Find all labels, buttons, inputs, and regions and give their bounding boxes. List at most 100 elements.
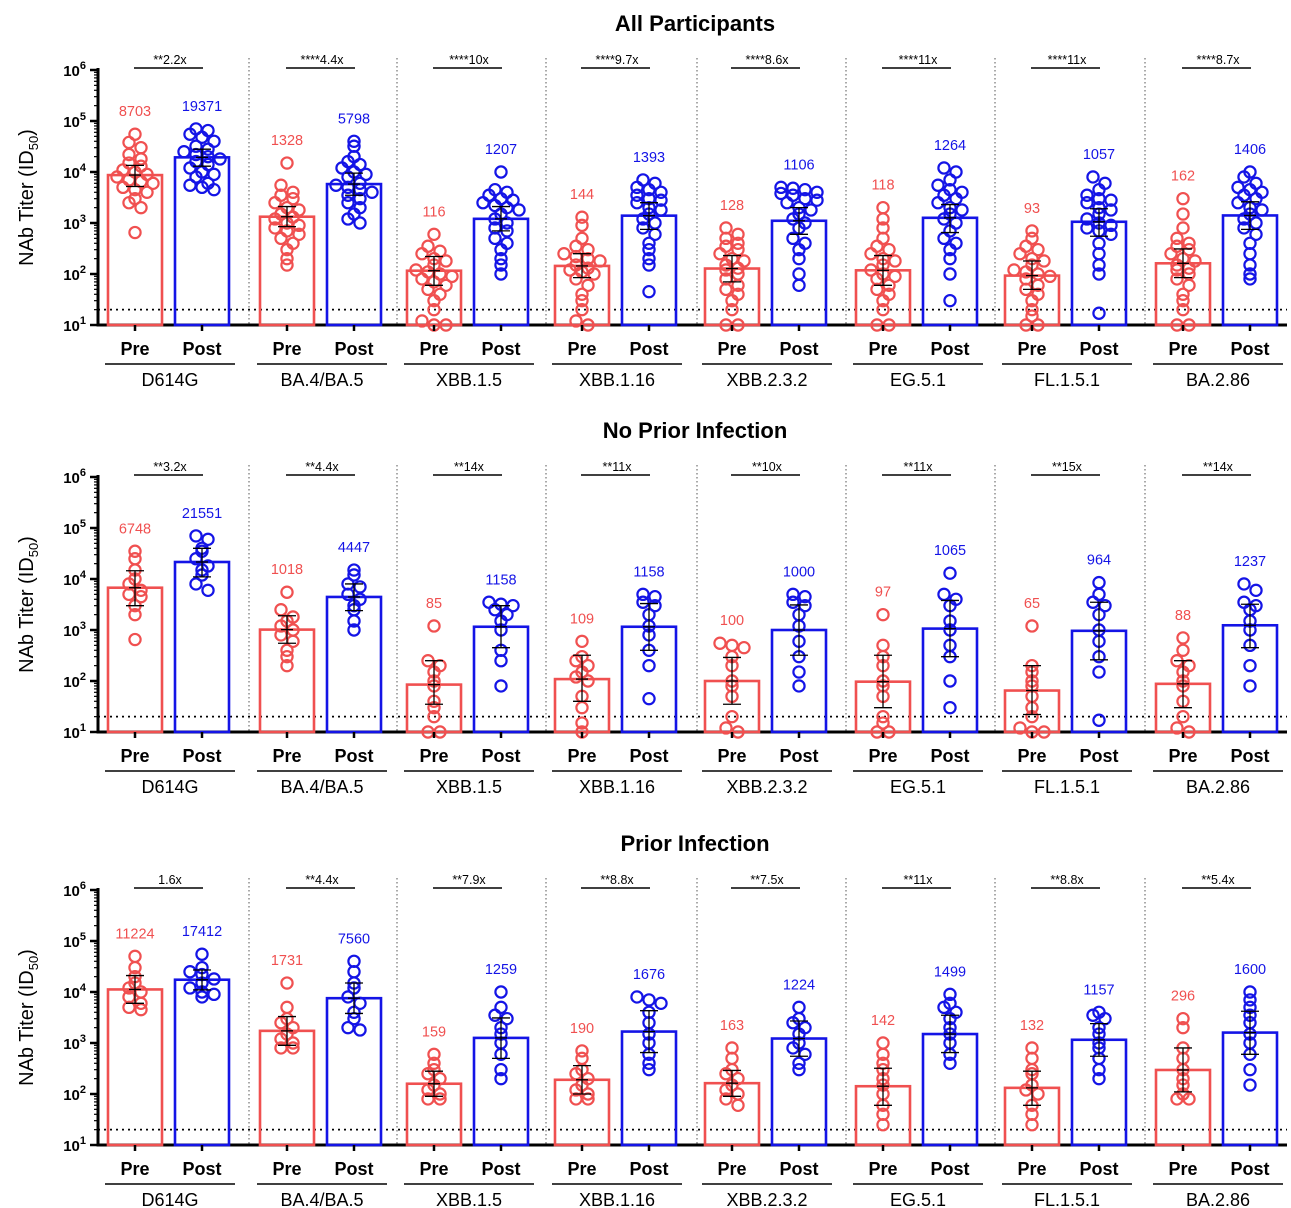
post-point [937,161,951,175]
post-point [183,965,197,979]
pre-point [575,1051,589,1066]
pre-point [1013,721,1027,735]
pre-point [280,649,294,664]
pre-x-label: Pre [567,1159,596,1179]
pre-point [274,603,288,617]
y-tick-label: 101 [63,315,86,335]
variant-label: BA.4/BA.5 [280,1190,363,1208]
post-point [1243,679,1257,693]
post-point [1237,170,1251,184]
post-point [943,674,957,688]
pre-point [415,247,429,261]
pre-x-label: Pre [868,1159,897,1179]
pre-point [116,180,130,195]
post-gmt-label: 7560 [338,931,370,947]
post-point [201,532,215,547]
fold-change-label: **7.9x [452,873,486,887]
pre-point [1170,231,1184,246]
y-tick-label: 103 [63,1033,86,1053]
pre-point [280,1000,294,1015]
y-tick-base: 10 [63,572,80,589]
pre-point [581,1092,595,1106]
pre-point [292,218,306,233]
pre-x-label: Pre [717,339,746,359]
pre-point [575,287,589,301]
pre-point [575,231,589,246]
post-point [810,185,824,199]
variant-group: 296 Pre 1600 Post **5.4x BA.2.86 [1153,873,1283,1208]
fold-change-label: **7.5x [750,873,784,887]
y-tick-exp: 6 [80,467,86,479]
post-point [1104,218,1118,233]
post-point [207,134,221,148]
post-point [353,580,367,594]
pre-point [575,302,589,317]
post-point [494,654,508,668]
variant-group: 144 Pre 1393 Post ****9.7x XBB.1.16 [552,53,682,390]
pre-x-label: Pre [717,1159,746,1179]
pre-gmt-label: 118 [871,178,894,194]
pre-point [427,227,441,242]
post-gmt-label: 1676 [633,967,665,983]
pre-point [719,282,733,297]
pre-point [122,147,136,162]
post-point [798,182,812,197]
post-x-label: Post [334,1159,373,1179]
y-tick-label: 101 [63,1135,86,1155]
y-tick-base: 10 [63,985,80,1002]
pre-gmt-label: 109 [570,611,594,627]
post-point [642,251,656,266]
pre-x-label: Pre [1017,746,1046,766]
pre-point [581,242,595,257]
post-point [1249,216,1263,230]
post-point [1092,1071,1106,1086]
pre-x-label: Pre [567,746,596,766]
y-tick-exp: 5 [80,111,86,123]
pre-point [427,302,441,317]
post-point [1255,203,1269,217]
post-point [494,242,508,257]
post-point [1243,1078,1257,1092]
y-tick-exp: 6 [80,880,86,892]
fold-change-label: **4.4x [305,873,339,887]
post-x-label: Post [629,746,668,766]
post-point [931,178,945,192]
post-x-label: Post [779,339,818,359]
pre-x-label: Pre [868,746,897,766]
pre-point [110,170,124,184]
post-point [792,665,806,679]
variant-label: D614G [141,1190,198,1208]
pre-point [1031,242,1045,257]
post-point [792,1062,806,1077]
post-gmt-label: 1106 [783,157,814,173]
post-point [1243,267,1257,281]
pre-point [128,960,142,975]
pre-point [719,231,733,246]
post-point [335,161,349,175]
y-axis-title-end: ) [16,949,38,956]
post-gmt-label: 19371 [182,99,222,115]
post-point [786,595,800,609]
pre-bar [106,173,164,327]
post-point [183,981,197,995]
post-gmt-label: 1207 [485,142,517,158]
pre-gmt-label: 159 [422,1024,446,1040]
variant-label: XBB.1.5 [436,370,502,390]
post-point [1098,1011,1112,1026]
fold-change-label: **8.8x [1050,873,1084,887]
post-x-label: Post [334,339,373,359]
pre-point [731,1098,745,1113]
y-tick-base: 10 [63,63,80,80]
post-point [654,185,668,199]
y-tick-base: 10 [63,216,80,233]
post-point [512,203,526,217]
post-point [786,587,800,602]
y-axis-title-end: ) [16,536,38,543]
pre-gmt-label: 6748 [119,521,151,537]
post-point [195,180,209,195]
post-x-label: Post [182,339,221,359]
variant-label: FL.1.5.1 [1034,777,1100,797]
pre-point [280,643,294,657]
variant-label: XBB.2.3.2 [726,370,807,390]
